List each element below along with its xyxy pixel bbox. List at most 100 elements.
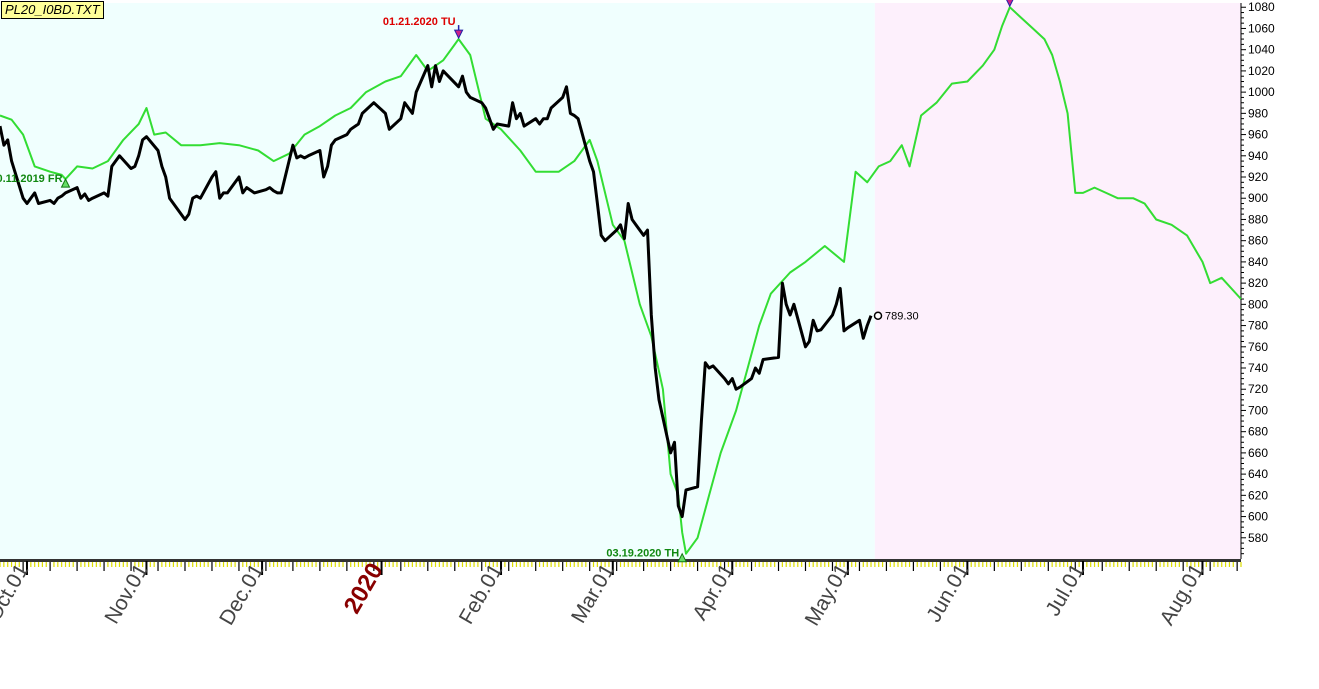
- x-tick: [18, 562, 20, 567]
- x-tick: [134, 562, 136, 567]
- y-axis: 580 600 620 640 660 680 700 720 740 760 780 800 820 8…: [1240, 0, 1275, 559]
- x-tick: [635, 562, 637, 567]
- x-tick: [415, 562, 417, 567]
- x-tick: [889, 562, 891, 567]
- x-month-label: Apr.01: [688, 560, 738, 624]
- x-tick: [1151, 562, 1153, 567]
- x-tick: [226, 562, 228, 567]
- x-tick: [1074, 562, 1076, 571]
- x-tick: [265, 562, 267, 571]
- x-tick: [1205, 562, 1207, 567]
- x-tick: [111, 562, 113, 567]
- x-tick: [851, 562, 853, 567]
- x-tick: [920, 562, 922, 567]
- x-tick: [400, 562, 402, 571]
- x-tick: [481, 562, 483, 571]
- x-tick: [766, 562, 768, 567]
- x-tick: [982, 562, 984, 567]
- x-tick: [978, 562, 980, 567]
- x-tick: [1024, 562, 1026, 567]
- x-tick: [908, 562, 911, 567]
- x-tick: [1194, 562, 1196, 567]
- bottom-date-label: 03.19.2020 TH: [606, 548, 679, 560]
- x-tick: [346, 562, 348, 571]
- x-tick: [569, 562, 571, 567]
- x-tick: [1213, 562, 1215, 567]
- x-tick: [107, 562, 109, 567]
- x-tick: [219, 562, 221, 567]
- x-tick: [754, 562, 756, 567]
- x-tick: [758, 562, 760, 567]
- x-tick: [238, 562, 240, 571]
- x-tick: [801, 562, 803, 567]
- x-tick: [1051, 562, 1053, 567]
- x-tick: [103, 562, 105, 571]
- x-tick: [959, 562, 961, 567]
- x-tick: [874, 562, 876, 567]
- y-tick-label: 920: [1248, 170, 1268, 184]
- x-tick: [639, 562, 641, 567]
- x-tick: [149, 562, 151, 567]
- x-tick: [442, 562, 444, 567]
- y-tick-label: 980: [1248, 106, 1268, 120]
- x-major-tick: [846, 561, 849, 575]
- x-tick: [423, 562, 425, 567]
- x-tick: [924, 562, 926, 567]
- x-tick: [596, 562, 598, 567]
- x-tick: [589, 562, 591, 571]
- x-tick: [627, 562, 629, 567]
- x-tick: [353, 562, 356, 567]
- x-tick: [161, 562, 163, 567]
- x-tick: [1013, 562, 1015, 567]
- x-tick: [1224, 562, 1227, 567]
- x-tick: [1217, 562, 1219, 567]
- x-tick: [1159, 562, 1161, 567]
- x-tick: [932, 562, 934, 567]
- x-tick: [1155, 562, 1157, 571]
- x-tick: [253, 562, 255, 567]
- bottom-date-label: 0.11.2019 FR: [0, 173, 63, 185]
- x-tick: [296, 562, 298, 567]
- x-tick: [488, 562, 491, 567]
- x-tick: [862, 562, 864, 567]
- x-tick: [550, 562, 552, 567]
- x-tick: [797, 562, 799, 567]
- x-tick: [1009, 562, 1011, 567]
- x-tick: [473, 562, 475, 567]
- x-tick: [88, 562, 90, 567]
- x-tick: [1240, 562, 1242, 567]
- x-tick: [804, 562, 807, 571]
- x-tick: [986, 562, 988, 567]
- x-tick: [1066, 562, 1069, 567]
- y-tick-label: 620: [1248, 488, 1268, 502]
- x-major-tick: [500, 561, 503, 575]
- x-tick: [673, 562, 676, 567]
- x-tick: [1171, 562, 1173, 567]
- x-tick: [404, 562, 406, 567]
- x-tick: [1028, 562, 1030, 567]
- x-tick: [84, 562, 86, 567]
- x-tick: [192, 562, 194, 567]
- x-tick: [1167, 562, 1169, 567]
- x-tick: [1128, 562, 1130, 571]
- x-tick: [434, 562, 437, 567]
- price-line: [0, 64, 873, 519]
- forecast-background: [874, 3, 1241, 559]
- x-tick: [712, 562, 714, 567]
- x-tick: [1043, 562, 1046, 567]
- x-tick: [616, 562, 618, 571]
- x-major-tick: [1201, 561, 1204, 575]
- x-tick: [230, 562, 232, 567]
- x-tick: [781, 562, 783, 567]
- x-tick: [407, 562, 410, 567]
- y-tick-label: 680: [1248, 425, 1268, 439]
- x-tick: [735, 562, 737, 567]
- x-tick: [195, 562, 198, 567]
- x-tick: [276, 562, 279, 567]
- x-tick: [1047, 562, 1049, 571]
- x-tick: [700, 562, 703, 567]
- x-tick: [61, 562, 63, 567]
- x-tick: [369, 562, 371, 567]
- x-tick: [396, 562, 398, 567]
